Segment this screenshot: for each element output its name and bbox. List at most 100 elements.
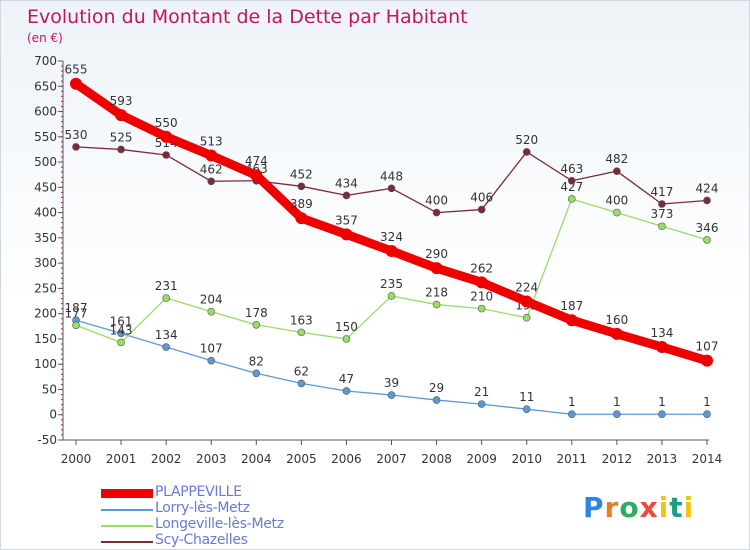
y-tick-label: 450 [34,180,57,194]
data-label: 482 [605,152,628,166]
legend-item: Scy-Chazelles [101,532,361,549]
data-label: 290 [425,247,448,261]
legend-swatch [101,541,153,543]
data-label: 47 [339,372,354,386]
data-point [115,109,128,122]
data-label: 134 [650,326,673,340]
y-tick-label: 600 [34,105,57,119]
data-point [70,77,82,90]
data-point [703,236,711,244]
data-label: 178 [245,306,268,320]
data-point [117,338,125,347]
data-label: 550 [155,116,178,130]
data-label: 29 [429,381,444,395]
data-label: 39 [384,376,399,390]
data-point [342,387,351,395]
legend-item: PLAPPEVILLE [101,484,361,501]
data-label: 1 [658,395,666,409]
data-label: 448 [380,169,403,183]
legend-swatch [101,525,153,527]
data-point [475,276,488,289]
data-point [432,396,441,404]
data-point [567,195,576,203]
y-tick-label: 200 [34,307,57,321]
data-point [520,295,533,308]
legend-label: Scy-Chazelles [155,532,248,548]
data-label: 427 [560,180,583,194]
x-tick-label: 2013 [647,452,678,466]
data-point [613,410,621,419]
x-tick-label: 2007 [376,452,407,466]
data-point [72,321,80,330]
data-label: 187 [560,299,583,313]
data-point [117,329,125,338]
data-point [162,294,170,302]
data-label: 163 [290,313,313,327]
legend-label: Lorry-lès-Metz [155,500,250,516]
data-label: 400 [425,194,448,208]
data-label: 187 [65,301,88,315]
data-label: 463 [560,162,583,176]
data-point [701,354,713,367]
x-tick-label: 2000 [61,452,92,466]
data-point [207,177,216,186]
data-point [522,148,531,156]
data-point [387,292,396,300]
data-label: 1 [568,395,576,409]
data-label: 1 [703,395,711,409]
x-tick-label: 2009 [466,452,497,466]
data-point [162,151,170,159]
data-label: 150 [335,320,358,334]
y-tick-label: 300 [34,256,57,270]
data-label: 235 [380,277,403,291]
y-tick-label: 700 [34,54,57,68]
data-point [567,410,576,419]
legend-label: PLAPPEVILLE [155,484,242,500]
data-point [613,167,621,175]
data-point [477,304,486,313]
data-label: 160 [605,313,628,327]
y-tick-label: 650 [34,79,57,93]
data-point [207,307,216,316]
data-label: 107 [200,342,223,356]
data-point [522,313,531,322]
legend-item: Lorry-lès-Metz [101,500,361,517]
data-point [72,143,80,151]
data-label: 218 [425,286,448,300]
proxiti-logo: Proxiti [583,491,695,524]
data-point [658,200,666,208]
data-point [522,405,531,413]
legend-label: Longeville-lès-Metz [155,516,284,532]
data-point [567,176,576,185]
data-point [340,228,353,241]
data-label: 204 [200,293,223,307]
data-label: 21 [474,385,489,399]
data-label: 346 [696,221,719,235]
x-tick-label: 2005 [286,452,317,466]
data-label: 161 [110,314,133,328]
data-label: 143 [110,323,133,337]
data-label: 400 [605,194,628,208]
data-point [432,208,441,217]
y-tick-label: 150 [34,332,57,346]
data-label: 593 [110,94,133,108]
data-point [250,169,263,182]
data-label: 262 [470,261,493,275]
data-point [252,369,261,378]
legend-swatch [101,509,153,511]
data-point [297,379,306,388]
data-label: 452 [290,167,313,181]
data-label: 210 [470,290,493,304]
data-label: 231 [155,279,178,293]
chart-title: Evolution du Montant de la Dette par Hab… [27,6,468,28]
x-tick-label: 2011 [557,452,588,466]
data-label: 513 [200,134,223,148]
y-tick-label: 500 [34,155,57,169]
data-point [342,335,351,343]
y-tick-label: 350 [34,231,57,245]
x-tick-label: 2002 [151,452,182,466]
y-tick-label: 50 [42,382,57,396]
legend-item: Longeville-lès-Metz [101,516,361,533]
data-label: 655 [65,63,88,77]
